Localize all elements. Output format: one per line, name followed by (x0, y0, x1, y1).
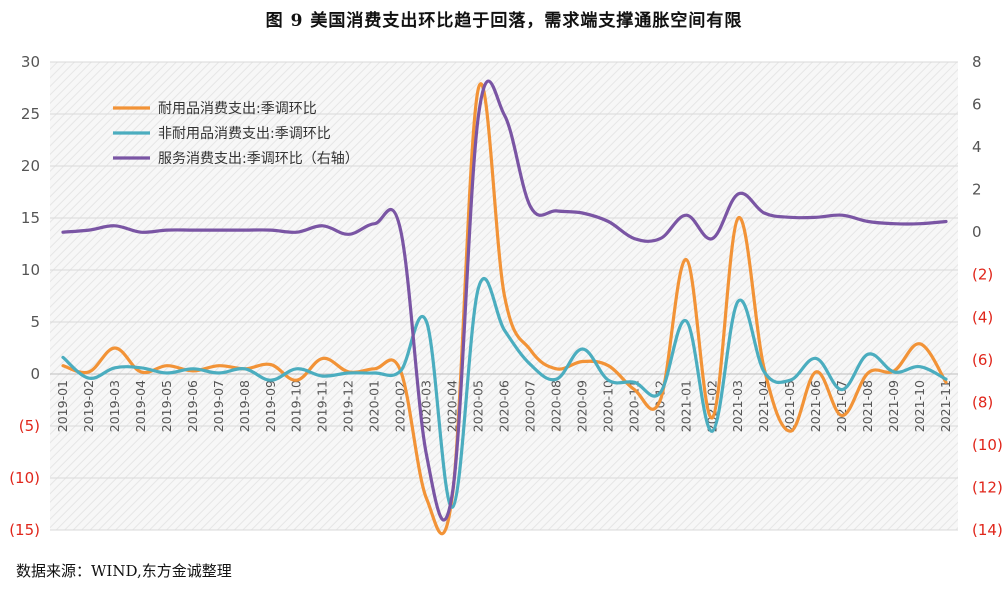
y-right-tick-label: 2 (972, 181, 982, 199)
x-tick-label: 2020-06 (497, 380, 512, 432)
x-tick-label: 2021-10 (912, 380, 927, 432)
x-tick-label: 2020-07 (522, 380, 537, 432)
x-tick-label: 2021-01 (678, 380, 693, 432)
x-tick-label: 2021-04 (756, 380, 771, 432)
x-tick-label: 2020-09 (574, 380, 589, 432)
x-tick-label: 2020-01 (367, 380, 382, 432)
y-right-tick-label: 8 (972, 53, 982, 71)
y-left-tick-label: 15 (21, 209, 40, 227)
x-tick-label: 2019-03 (107, 380, 122, 432)
x-tick-label: 2021-08 (860, 380, 875, 432)
y-right-tick-label: (4) (972, 308, 993, 326)
y-left-tick-label: 10 (21, 261, 40, 279)
x-tick-label: 2020-10 (600, 380, 615, 432)
x-tick-label: 2019-01 (55, 380, 70, 432)
x-tick-label: 2020-02 (393, 380, 408, 432)
x-tick-label: 2019-04 (133, 380, 148, 432)
series-line-3 (61, 79, 948, 522)
x-tick-label: 2019-07 (211, 380, 226, 432)
x-tick-label: 2019-11 (315, 380, 330, 432)
y-right-tick-label: (2) (972, 266, 993, 284)
y-left-tick-label: 30 (21, 53, 40, 71)
x-tick-label: 2021-03 (730, 380, 745, 432)
y-right-tick-label: (10) (972, 436, 1003, 454)
y-right-tick-label: (8) (972, 393, 993, 411)
x-tick-label: 2019-02 (81, 380, 96, 432)
y-right-tick-label: 0 (972, 223, 982, 241)
y-right-tick-label: 6 (972, 96, 982, 114)
legend-label: 非耐用品消费支出:季调环比 (158, 126, 331, 142)
x-tick-label: 2019-09 (263, 380, 278, 432)
source-note: 数据来源：WIND,东方金诚整理 (16, 562, 232, 580)
x-tick-label: 2019-06 (185, 380, 200, 432)
x-tick-label: 2020-05 (471, 380, 486, 432)
x-tick-label: 2021-07 (834, 380, 849, 432)
y-right-tick-label: (12) (972, 478, 1003, 496)
x-tick-label: 2019-05 (159, 380, 174, 432)
x-tick-label: 2021-06 (808, 380, 823, 432)
x-tick-label: 2021-11 (938, 380, 953, 432)
y-left-tick-label: 25 (21, 105, 40, 123)
series-line-2 (61, 277, 948, 509)
y-left-tick-label: 20 (21, 157, 40, 175)
y-left-tick-label: (5) (19, 417, 40, 435)
y-left-tick-label: (10) (9, 469, 40, 487)
x-tick-label: 2019-10 (289, 380, 304, 432)
legend-label: 服务消费支出:季调环比（右轴） (158, 151, 359, 167)
x-tick-label: 2020-08 (548, 380, 563, 432)
y-left-tick-label: 5 (30, 313, 40, 331)
x-tick-label: 2021-09 (886, 380, 901, 432)
y-right-tick-label: 4 (972, 138, 982, 156)
x-tick-label: 2020-12 (652, 380, 667, 432)
legend-label: 耐用品消费支出:季调环比 (158, 101, 317, 117)
y-right-tick-label: (6) (972, 351, 993, 369)
chart-title: 图 9 美国消费支出环比趋于回落，需求端支撑通胀空间有限 (265, 11, 743, 31)
x-tick-label: 2019-08 (237, 380, 252, 432)
y-left-tick-label: 0 (30, 365, 40, 383)
x-tick-label: 2021-05 (782, 380, 797, 432)
x-tick-label: 2020-04 (445, 380, 460, 432)
y-right-tick-label: (14) (972, 521, 1003, 539)
y-left-tick-label: (15) (9, 521, 40, 539)
x-tick-label: 2019-12 (341, 380, 356, 432)
